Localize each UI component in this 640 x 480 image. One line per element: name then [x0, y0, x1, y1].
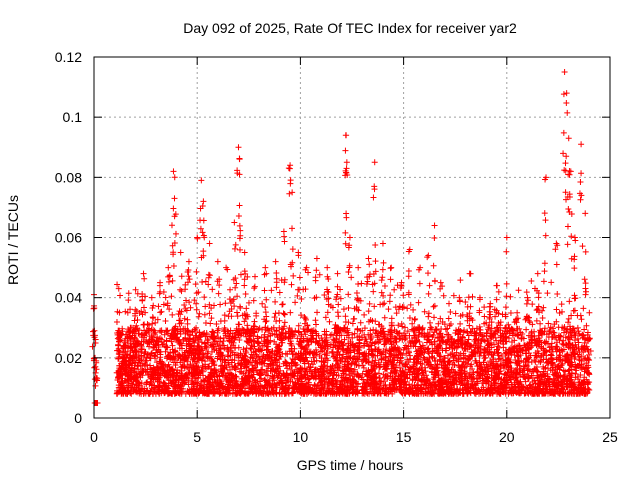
y-tick-label: 0.12 [55, 49, 82, 65]
axis-ticks [93, 56, 611, 419]
x-tick-label: 10 [293, 429, 309, 445]
data-points [89, 69, 594, 406]
x-tick-label: 0 [90, 429, 98, 445]
y-tick-labels: 0 0.02 0.04 0.06 0.08 0.1 0.12 [55, 49, 82, 426]
x-tick-label: 5 [193, 429, 201, 445]
y-tick-label: 0.1 [63, 109, 83, 125]
x-tick-label: 20 [499, 429, 515, 445]
x-tick-label: 15 [396, 429, 412, 445]
y-tick-label: 0.02 [55, 350, 82, 366]
y-tick-label: 0.06 [55, 230, 82, 246]
y-axis-label: ROTI / TECUs [5, 195, 21, 285]
y-tick-label: 0.08 [55, 169, 82, 185]
x-tick-labels: 0 5 10 15 20 25 [90, 429, 618, 445]
chart-title: Day 092 of 2025, Rate Of TEC Index for r… [183, 20, 517, 36]
roti-markers [89, 69, 594, 406]
y-tick-label: 0 [74, 410, 82, 426]
x-axis-label: GPS time / hours [297, 457, 404, 473]
y-tick-label: 0.04 [55, 290, 82, 306]
x-tick-label: 25 [602, 429, 618, 445]
